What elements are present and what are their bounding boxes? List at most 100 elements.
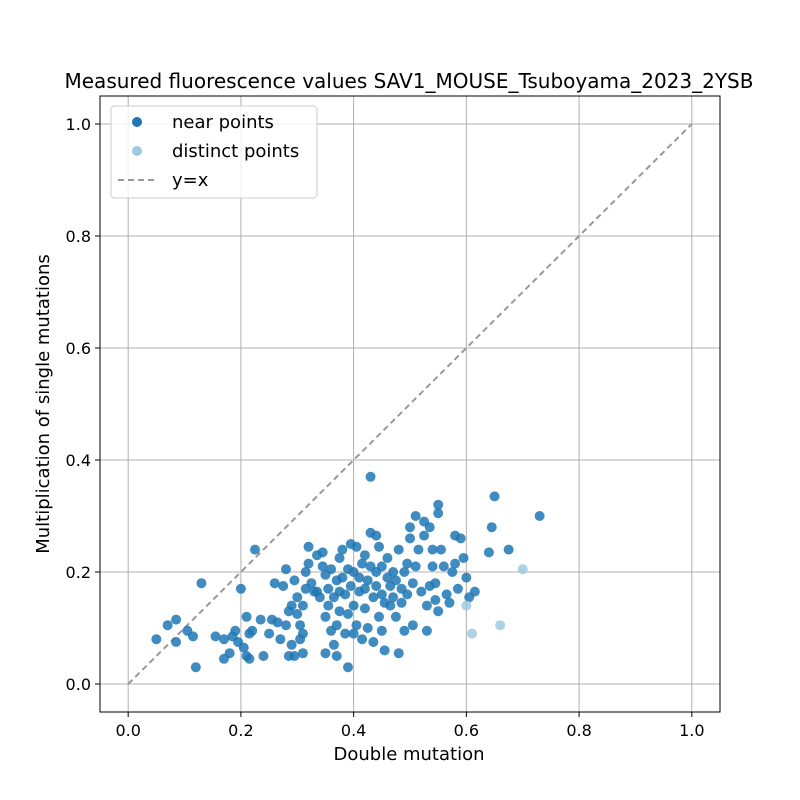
near-point xyxy=(483,547,494,558)
near-point xyxy=(368,592,379,603)
near-point xyxy=(489,491,500,502)
near-point xyxy=(427,544,438,555)
near-point xyxy=(340,589,351,600)
near-point xyxy=(427,561,438,572)
legend: near points distinct points y=x xyxy=(110,105,318,199)
near-point xyxy=(416,586,427,597)
near-point xyxy=(317,561,328,572)
near-point xyxy=(331,620,342,631)
x-tick-label: 1.0 xyxy=(679,721,704,740)
near-point xyxy=(362,623,373,633)
near-point xyxy=(269,578,280,589)
near-point xyxy=(430,595,441,605)
near-point xyxy=(320,611,331,622)
near-point xyxy=(433,499,444,510)
near-point xyxy=(235,583,246,594)
near-point xyxy=(438,561,449,572)
near-point xyxy=(368,637,379,647)
near-point xyxy=(348,628,359,639)
near-point xyxy=(320,648,331,659)
near-point xyxy=(337,544,348,555)
near-point xyxy=(410,561,421,572)
y-tick-label: 0.8 xyxy=(66,227,91,246)
y-tick-label: 1.0 xyxy=(66,115,91,134)
near-point xyxy=(348,600,359,611)
near-point xyxy=(390,611,401,622)
near-point xyxy=(374,541,384,552)
near-point xyxy=(340,628,351,639)
near-point xyxy=(444,597,455,608)
y-tick-label: 0.0 xyxy=(66,675,91,694)
near-point xyxy=(379,645,390,656)
near-point xyxy=(171,637,182,647)
near-point xyxy=(402,558,413,569)
near-point xyxy=(385,600,396,611)
near-point xyxy=(424,522,435,533)
near-point xyxy=(323,600,334,611)
near-point xyxy=(306,578,317,589)
near-point xyxy=(250,544,260,555)
near-point xyxy=(376,561,387,572)
near-point xyxy=(458,553,469,563)
near-point xyxy=(421,625,432,636)
near-point xyxy=(326,564,337,575)
near-point xyxy=(430,578,441,589)
legend-label-distinct: distinct points xyxy=(172,141,299,162)
x-tick-label: 0.4 xyxy=(341,721,366,740)
near-point xyxy=(413,544,424,555)
near-point xyxy=(503,544,514,555)
data-points xyxy=(151,471,545,673)
near-point xyxy=(151,634,162,645)
x-axis-title: Double mutation xyxy=(333,744,484,765)
near-point xyxy=(331,651,342,661)
near-point xyxy=(300,567,311,577)
near-point xyxy=(388,567,399,577)
near-point xyxy=(258,651,269,661)
near-point xyxy=(317,547,328,558)
near-point xyxy=(433,606,444,617)
near-point xyxy=(365,471,376,482)
plot-frame xyxy=(99,95,721,713)
near-point xyxy=(343,662,353,673)
near-point xyxy=(421,600,432,611)
near-point xyxy=(405,533,415,544)
near-point xyxy=(419,530,430,541)
near-point xyxy=(328,639,339,650)
near-point xyxy=(382,553,393,563)
near-point xyxy=(162,620,173,631)
near-point xyxy=(359,603,370,614)
near-point xyxy=(396,597,407,608)
near-point xyxy=(393,544,404,555)
near-point xyxy=(272,617,283,628)
near-point xyxy=(407,578,418,589)
near-point xyxy=(461,572,472,583)
x-tick-label: 0.8 xyxy=(566,721,591,740)
near-point xyxy=(534,511,545,521)
distinct-point xyxy=(467,628,477,639)
near-point xyxy=(405,522,415,533)
near-point xyxy=(281,564,291,575)
near-point xyxy=(376,625,387,636)
legend-box xyxy=(110,105,318,199)
near-point xyxy=(407,620,418,631)
near-point xyxy=(241,611,252,622)
y-equals-x-line xyxy=(127,123,693,685)
near-point xyxy=(297,648,308,659)
distinct-point xyxy=(495,620,506,631)
near-point xyxy=(452,583,463,594)
near-point xyxy=(337,572,348,583)
near-point xyxy=(402,589,413,600)
near-point xyxy=(390,575,401,586)
near-point xyxy=(281,620,291,631)
legend-label-near: near points xyxy=(172,112,274,133)
chart-title: Measured fluorescence values SAV1_MOUSE_… xyxy=(65,69,754,93)
near-point xyxy=(219,634,229,645)
near-point xyxy=(244,653,255,664)
axis-ticks: 0.0 0.2 0.4 0.6 0.8 1.0 0.0 0.2 0.4 0.6 0.8 1.0 xyxy=(66,115,705,740)
near-point xyxy=(286,639,297,650)
near-point xyxy=(362,575,373,586)
legend-marker-distinct xyxy=(132,146,142,156)
near-point xyxy=(188,631,198,642)
distinct-point xyxy=(517,564,528,575)
near-point xyxy=(286,600,297,611)
